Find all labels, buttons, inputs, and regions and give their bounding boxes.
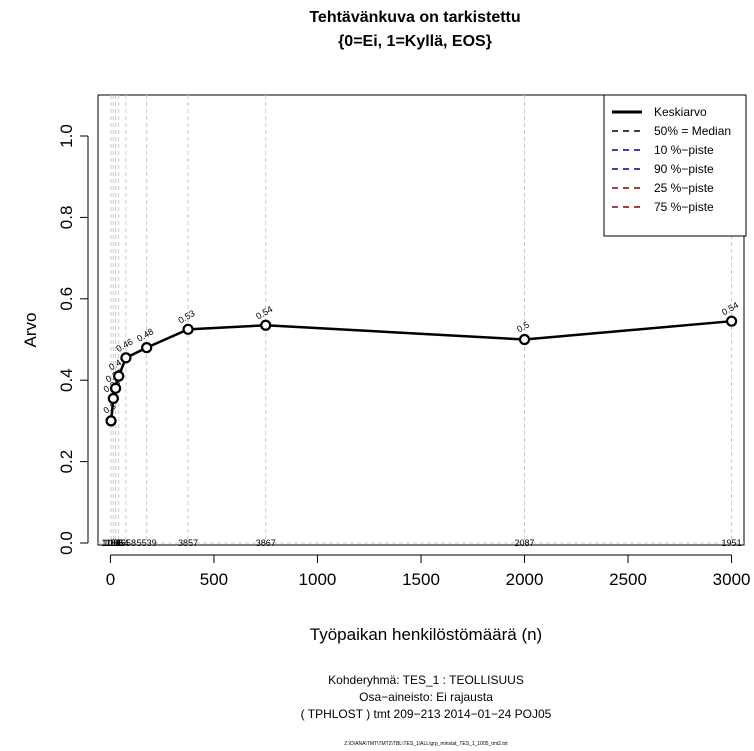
legend-label: 50% = Median [654,124,731,138]
x-tick-label: 2500 [609,570,647,589]
series-keskiarvo: 0.30.360.380.410.460.480.530.540.50.54 [102,300,740,427]
x-axis: 0 500 1000 1500 2000 2500 3000 [106,554,751,589]
y-tick-label: 0.6 [57,287,76,311]
data-label: 0.54 [720,300,740,317]
n-label: 3857 [178,538,198,548]
data-point [105,415,117,427]
x-tick-label: 3000 [713,570,751,589]
chart-title-line1: Tehtävänkuva on tarkistettu [309,9,520,26]
data-label: 0.53 [176,308,196,325]
x-tick-label: 0 [106,570,115,589]
n-label: 5539 [137,538,157,548]
chart-title-line2: {0=Ei, 1=Kyllä, EOS} [338,33,492,50]
footer-source: ( TPHLOST ) tmt 209−213 2014−01−24 POJ05 [301,707,552,721]
n-label: 1188 [101,538,120,548]
x-tick-label: 1000 [299,570,337,589]
n-label: 3867 [256,538,276,548]
n-label: 1554 [109,538,129,548]
legend-label: 10 %−piste [654,143,714,157]
data-point [141,342,153,354]
data-point [182,323,194,335]
data-point [260,319,272,331]
n-label: 1085 [103,538,123,548]
y-tick-label: 1.0 [57,124,76,148]
footer-file-path: Z:\D\ANA\TMT\TMT2\TBL\TES_1\ALL\grp_mins… [344,741,508,747]
y-tick-label: 0.8 [57,206,76,230]
n-label: 1045 [106,538,126,548]
data-label: 0.54 [254,304,274,321]
x-tick-label: 1500 [402,570,440,589]
series-line [109,319,732,422]
data-point [107,392,119,405]
y-tick-label: 0.4 [57,368,76,392]
x-tick-label: 2000 [506,570,544,589]
n-label: 1951 [722,538,742,548]
data-label: 0.46 [114,337,134,354]
legend-label: 90 %−piste [654,162,714,176]
n-label: 1658 [116,538,136,548]
legend-label: 75 %−piste [654,200,714,214]
y-tick-label: 0.0 [57,531,76,555]
legend-box [603,94,747,237]
n-label: 2087 [515,538,535,548]
footer-subset: Osa−aineisto: Ei rajausta [359,690,493,704]
legend-label: Keskiarvo [654,105,707,119]
data-point [725,315,738,327]
y-axis: 0.0 0.2 0.4 0.6 0.8 1.0 [57,124,89,555]
x-tick-label: 500 [200,570,228,589]
data-label: 0.48 [135,326,155,343]
data-point [109,382,122,394]
footer-target-group: Kohderyhmä: TES_1 : TEOLLISUUS [328,673,524,687]
y-axis-label: Arvo [21,313,40,348]
data-label: 0.5 [515,319,531,334]
x-axis-label: Työpaikan henkilöstömäärä (n) [310,625,542,644]
data-point [518,333,531,346]
data-point [120,352,132,364]
legend: Keskiarvo 50% = Median 10 %−piste 90 %−pist… [603,94,747,237]
legend-label: 25 %−piste [654,181,714,195]
y-tick-label: 0.2 [57,450,76,474]
plot-area [97,94,745,546]
data-point [113,370,125,382]
